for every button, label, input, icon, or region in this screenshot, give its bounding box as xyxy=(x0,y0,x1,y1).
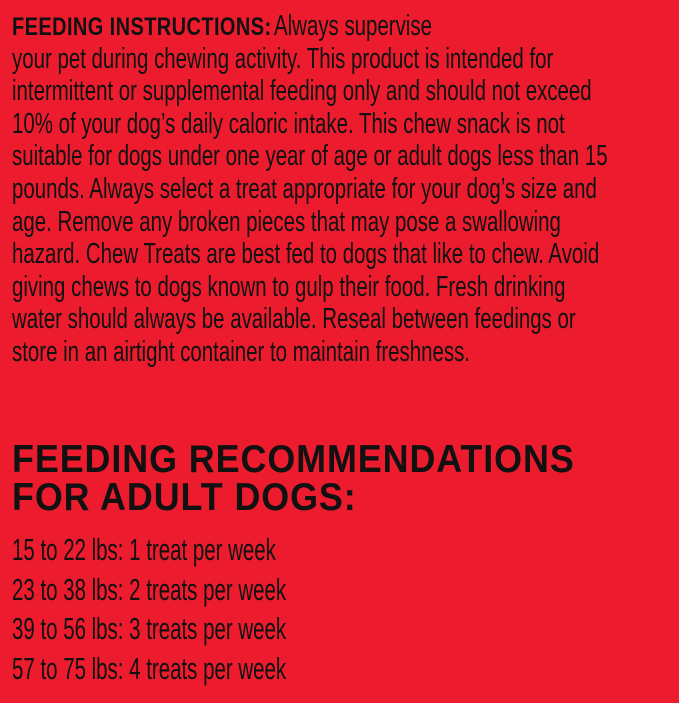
instructions-text: intermittent or supplemental feeding onl… xyxy=(12,75,592,108)
instructions-first-line: FEEDING INSTRUCTIONS:Always supervise xyxy=(12,10,498,43)
recommendation-item: 23 to 38 lbs: 2 treats per week xyxy=(12,571,287,607)
recommendation-item: 15 to 22 lbs: 1 treat per week xyxy=(12,532,276,567)
instructions-text: 10% of your dog’s daily caloric intake. … xyxy=(12,107,565,140)
instructions-text: pounds. Always select a treat appropriat… xyxy=(12,173,597,205)
instructions-heading: FEEDING INSTRUCTIONS: xyxy=(12,13,272,41)
instructions-text: giving chews to dogs known to gulp their… xyxy=(12,270,566,303)
instructions-text: age. Remove any broken pieces that may p… xyxy=(12,205,561,238)
recommendations-heading: FOR ADULT DOGS: xyxy=(12,476,357,519)
recommendation-item: 39 to 56 lbs: 3 treats per week xyxy=(12,611,287,646)
instructions-text: your pet during chewing activity. This p… xyxy=(12,42,554,75)
instructions-text: hazard. Chew Treats are best fed to dogs… xyxy=(12,238,600,271)
instructions-text: Always supervise xyxy=(274,10,433,42)
recommendations-heading: FEEDING RECOMMENDATIONS xyxy=(12,438,575,481)
instructions-text: water should always be available. Reseal… xyxy=(12,303,576,336)
recommendation-item: 57 to 75 lbs: 4 treats per week xyxy=(12,650,287,686)
instructions-text: suitable for dogs under one year of age … xyxy=(12,140,608,173)
instructions-text: store in an airtight container to mainta… xyxy=(12,336,470,368)
